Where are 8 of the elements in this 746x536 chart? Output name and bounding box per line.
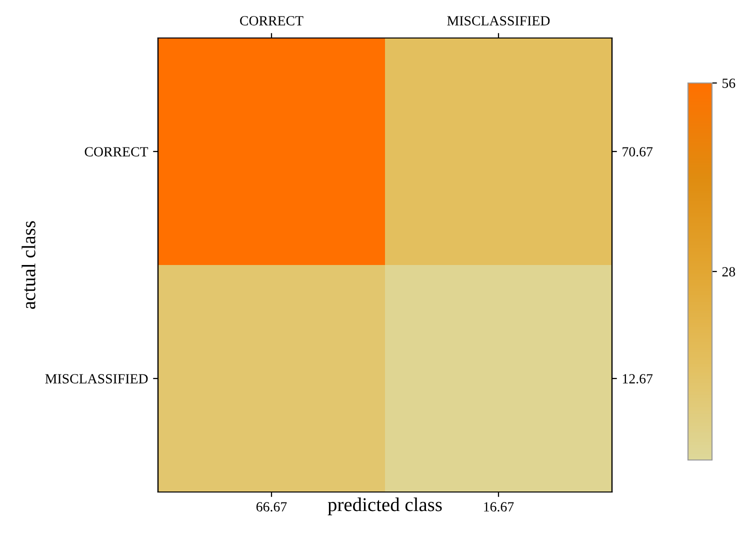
x-axis-title: predicted class xyxy=(328,498,442,516)
color-bar-label: 28 xyxy=(722,267,736,276)
y2-tick-label: 70.67 xyxy=(622,147,653,157)
text: 66.67 xyxy=(256,502,287,512)
color-bar-label: 56 xyxy=(722,78,736,88)
text: 16.67 xyxy=(484,502,514,512)
y2-tick-label: 12.67 xyxy=(622,374,653,384)
y-axis-title: actual class xyxy=(22,221,36,309)
